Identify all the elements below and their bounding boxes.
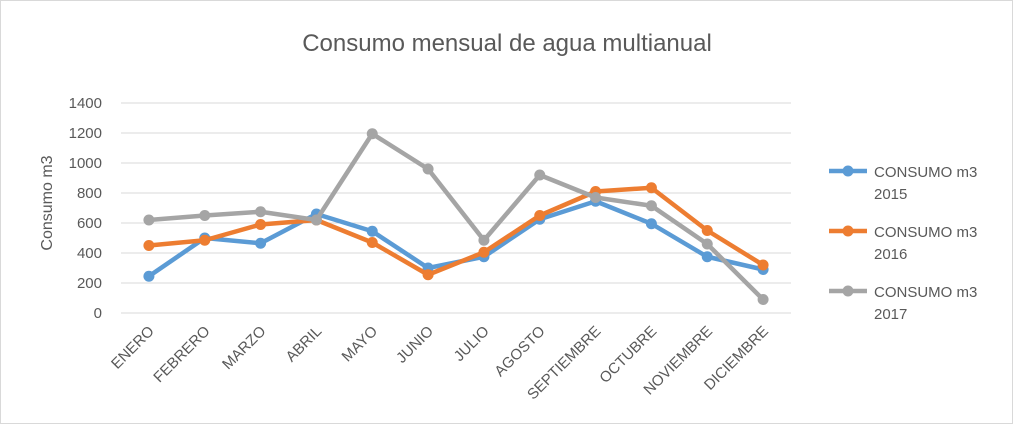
data-point — [199, 234, 211, 246]
data-point — [645, 200, 657, 212]
legend-marker — [842, 225, 854, 237]
data-point — [366, 237, 378, 248]
data-point — [255, 219, 267, 230]
data-point — [701, 251, 713, 263]
x-tick-label: MARZO — [219, 323, 269, 373]
legend-label: CONSUMO m3 — [874, 284, 977, 301]
data-point — [422, 163, 434, 175]
x-tick-label: ENERO — [108, 323, 158, 373]
gridlines — [121, 102, 791, 314]
data-point — [757, 294, 769, 305]
x-tick-label: JULIO — [451, 323, 493, 365]
x-tick-label: ABRIL — [283, 323, 326, 366]
legend-label: 2016 — [874, 246, 907, 263]
data-point — [645, 182, 657, 194]
series-3 — [143, 128, 769, 305]
x-tick-label: FEBRERO — [150, 323, 213, 386]
data-point — [701, 225, 713, 236]
y-axis-title: Consumo m3 — [39, 155, 56, 250]
data-point — [478, 246, 490, 258]
data-point — [590, 192, 602, 203]
y-tick-label: 200 — [77, 275, 102, 292]
legend-label: 2015 — [874, 186, 907, 203]
series-line — [146, 185, 766, 277]
data-point — [534, 210, 546, 221]
data-point — [645, 218, 657, 230]
legend-marker — [842, 285, 854, 297]
data-point — [199, 210, 211, 221]
legend-item-2: CONSUMO m3 2016 — [829, 224, 977, 263]
y-tick-label: 800 — [77, 185, 102, 202]
y-tick-label: 1000 — [69, 155, 102, 172]
chart-title: Consumo mensual de agua multianual — [302, 30, 712, 57]
legend-label: CONSUMO m3 — [874, 164, 977, 181]
data-point — [143, 240, 155, 251]
legend-marker — [842, 165, 854, 177]
data-point — [366, 128, 378, 140]
data-point — [310, 214, 322, 226]
data-point — [701, 238, 713, 250]
series-1 — [143, 195, 769, 282]
series-line — [146, 131, 766, 302]
data-point — [422, 269, 434, 281]
legend-item-1: CONSUMO m3 2015 — [829, 164, 977, 203]
series-2 — [143, 182, 769, 281]
legend-label: 2017 — [874, 306, 907, 323]
data-point — [478, 234, 490, 246]
y-tick-label: 0 — [94, 305, 102, 322]
data-point — [366, 225, 378, 237]
y-tick-label: 1200 — [69, 125, 102, 142]
data-point — [143, 214, 155, 226]
x-tick-label: MAYO — [339, 323, 381, 365]
legend-item-3: CONSUMO m3 2017 — [829, 284, 977, 323]
data-point — [534, 169, 546, 181]
y-tick-label: 400 — [77, 245, 102, 262]
series-group — [143, 128, 769, 305]
legend-label: CONSUMO m3 — [874, 224, 977, 241]
data-point — [143, 270, 155, 282]
y-axis-ticks: 0 200 400 600 800 1000 1200 1400 — [69, 95, 102, 322]
x-tick-label: AGOSTO — [491, 323, 548, 380]
y-tick-label: 1400 — [69, 95, 102, 112]
data-point — [255, 206, 267, 218]
data-point — [255, 237, 267, 249]
y-tick-label: 600 — [77, 215, 102, 232]
legend: CONSUMO m3 2015 CONSUMO m3 2016 CONSUMO m3 20… — [829, 164, 977, 323]
data-point — [757, 259, 769, 271]
x-tick-label: JUNIO — [393, 323, 437, 367]
